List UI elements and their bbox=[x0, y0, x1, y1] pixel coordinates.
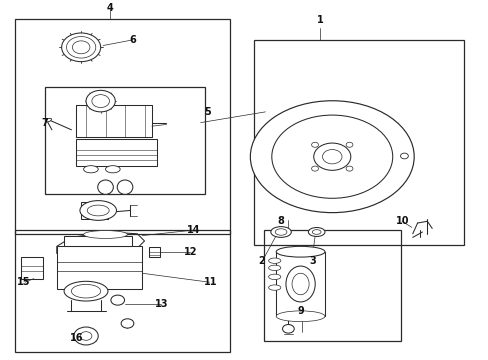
Text: 4: 4 bbox=[107, 3, 114, 13]
Ellipse shape bbox=[268, 274, 280, 279]
Ellipse shape bbox=[45, 118, 52, 122]
Bar bbox=[57, 246, 142, 289]
Circle shape bbox=[72, 41, 90, 54]
Circle shape bbox=[282, 324, 294, 333]
Ellipse shape bbox=[268, 258, 280, 264]
Text: 8: 8 bbox=[277, 216, 284, 226]
Ellipse shape bbox=[270, 226, 291, 237]
Ellipse shape bbox=[87, 205, 109, 216]
Ellipse shape bbox=[83, 166, 98, 173]
Bar bbox=[76, 139, 157, 166]
Ellipse shape bbox=[98, 180, 113, 194]
Ellipse shape bbox=[271, 115, 392, 198]
Bar bbox=[81, 202, 108, 220]
Circle shape bbox=[86, 90, 115, 112]
Circle shape bbox=[311, 142, 318, 147]
Text: 16: 16 bbox=[69, 333, 83, 343]
Circle shape bbox=[400, 153, 407, 159]
Text: 10: 10 bbox=[395, 216, 409, 226]
Bar bbox=[276, 252, 325, 316]
Text: 13: 13 bbox=[155, 299, 168, 309]
Circle shape bbox=[121, 319, 134, 328]
Bar bbox=[64, 236, 132, 246]
Circle shape bbox=[74, 327, 98, 345]
Text: 15: 15 bbox=[17, 277, 30, 287]
Circle shape bbox=[61, 33, 101, 62]
Bar bbox=[21, 257, 43, 279]
Ellipse shape bbox=[64, 281, 108, 301]
Text: 14: 14 bbox=[186, 225, 200, 235]
Circle shape bbox=[346, 166, 352, 171]
Ellipse shape bbox=[250, 101, 413, 213]
Ellipse shape bbox=[312, 230, 321, 234]
Ellipse shape bbox=[268, 285, 280, 290]
Bar bbox=[15, 230, 229, 352]
Circle shape bbox=[92, 95, 109, 108]
Ellipse shape bbox=[276, 246, 325, 257]
Ellipse shape bbox=[276, 311, 325, 321]
Ellipse shape bbox=[275, 229, 286, 235]
Ellipse shape bbox=[83, 230, 127, 238]
Ellipse shape bbox=[308, 228, 325, 237]
Circle shape bbox=[322, 149, 341, 164]
Text: 7: 7 bbox=[41, 118, 48, 128]
Bar bbox=[254, 40, 463, 244]
Polygon shape bbox=[57, 232, 144, 253]
Text: 3: 3 bbox=[309, 256, 316, 266]
Text: 5: 5 bbox=[204, 107, 211, 117]
Circle shape bbox=[346, 142, 352, 147]
Text: 12: 12 bbox=[184, 247, 197, 257]
Ellipse shape bbox=[285, 266, 315, 302]
Ellipse shape bbox=[291, 273, 308, 295]
Ellipse shape bbox=[80, 201, 116, 220]
Text: 2: 2 bbox=[258, 256, 264, 266]
Ellipse shape bbox=[105, 166, 120, 173]
Circle shape bbox=[80, 332, 92, 340]
Bar bbox=[15, 19, 229, 234]
Circle shape bbox=[66, 37, 96, 58]
Text: 11: 11 bbox=[203, 277, 217, 287]
Text: 9: 9 bbox=[297, 306, 304, 316]
Circle shape bbox=[313, 143, 350, 170]
Ellipse shape bbox=[117, 180, 133, 194]
Bar bbox=[149, 247, 160, 257]
Bar bbox=[264, 230, 400, 341]
Ellipse shape bbox=[268, 265, 280, 271]
Ellipse shape bbox=[71, 284, 101, 298]
Circle shape bbox=[311, 166, 318, 171]
Bar bbox=[44, 87, 205, 194]
Circle shape bbox=[111, 295, 124, 305]
Text: 1: 1 bbox=[316, 15, 323, 26]
Text: 6: 6 bbox=[129, 35, 136, 45]
